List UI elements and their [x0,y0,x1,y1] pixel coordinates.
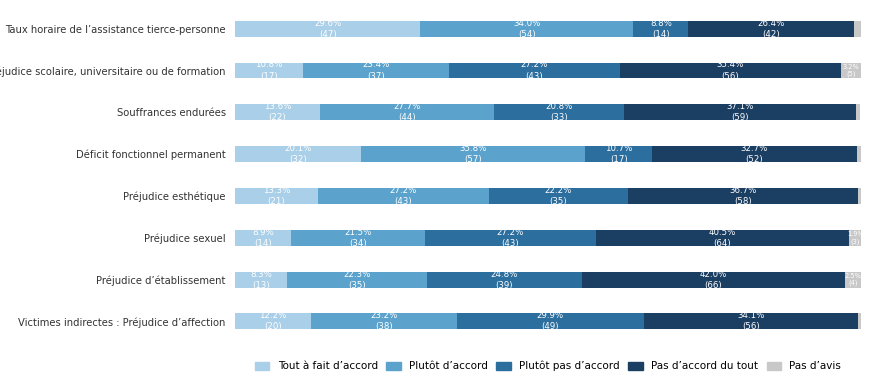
Bar [856,146,859,162]
Bar [857,314,860,329]
Text: 27.2%
(43): 27.2% (43) [520,60,547,81]
Bar [852,21,861,37]
Text: 23.2%
(38): 23.2% (38) [370,311,397,331]
Text: 37.1%
(59): 37.1% (59) [726,102,753,123]
Bar [687,21,852,37]
Bar [643,314,857,329]
Text: 20.8%
(33): 20.8% (33) [545,102,572,123]
Bar [844,272,859,287]
Bar [420,21,633,37]
Bar [857,188,860,204]
Text: 20.1%
(32): 20.1% (32) [284,144,311,164]
Text: 27.7%
(44): 27.7% (44) [393,102,420,123]
Text: 29.9%
(49): 29.9% (49) [536,311,563,331]
Text: 40.5%
(64): 40.5% (64) [708,228,735,248]
Bar [290,230,425,246]
Bar [488,188,627,204]
Text: 10.8%
(17): 10.8% (17) [255,60,282,81]
Text: 1.9%
(3): 1.9% (3) [846,231,863,245]
Text: 35.4%
(56): 35.4% (56) [716,60,743,81]
Bar [302,63,448,79]
Text: 22.3%
(35): 22.3% (35) [342,270,370,290]
Text: 36.7%
(58): 36.7% (58) [728,186,755,206]
Bar [456,314,643,329]
Bar [287,272,426,287]
Text: 10.7%
(17): 10.7% (17) [604,144,632,164]
Text: 24.8%
(39): 24.8% (39) [490,270,517,290]
Text: 8.9%
(14): 8.9% (14) [252,228,274,248]
Text: 27.2%
(43): 27.2% (43) [389,186,416,206]
Bar [633,21,687,37]
Bar [840,63,860,79]
Bar [235,314,311,329]
Text: 34.1%
(56): 34.1% (56) [736,311,764,331]
Text: 29.6%
(47): 29.6% (47) [314,19,341,39]
Text: 2.5%
(4): 2.5% (4) [844,273,860,286]
Text: 3.2%
(5): 3.2% (5) [842,64,859,77]
Bar [235,188,318,204]
Bar [318,188,488,204]
Text: 12.2%
(20): 12.2% (20) [259,311,287,331]
Bar [426,272,581,287]
Bar [623,104,855,120]
Text: 34.0%
(54): 34.0% (54) [513,19,540,39]
Text: 8.8%
(14): 8.8% (14) [649,19,671,39]
Text: 42.0%
(66): 42.0% (66) [699,270,726,290]
Text: 22.2%
(35): 22.2% (35) [544,186,571,206]
Bar [235,21,420,37]
Bar [425,230,595,246]
Text: 13.6%
(22): 13.6% (22) [263,102,291,123]
Bar [235,146,361,162]
Bar [448,63,619,79]
Bar [311,314,456,329]
Text: 32.7%
(52): 32.7% (52) [740,144,767,164]
Text: 23.4%
(37): 23.4% (37) [362,60,389,81]
Bar [595,230,848,246]
Bar [855,104,859,120]
Legend: Tout à fait d’accord, Plutôt d’accord, Plutôt pas d’accord, Pas d’accord du tout: Tout à fait d’accord, Plutôt d’accord, P… [255,361,840,371]
Bar [652,146,856,162]
Bar [235,272,287,287]
Bar [235,63,302,79]
Text: 8.3%
(13): 8.3% (13) [249,270,271,290]
Bar [235,104,320,120]
Bar [848,230,860,246]
Text: 27.2%
(43): 27.2% (43) [496,228,524,248]
Text: 21.5%
(34): 21.5% (34) [344,228,371,248]
Bar [320,104,493,120]
Text: 13.3%
(21): 13.3% (21) [262,186,290,206]
Bar [619,63,840,79]
Bar [361,146,584,162]
Text: 26.4%
(42): 26.4% (42) [757,19,784,39]
Bar [581,272,844,287]
Text: 35.8%
(57): 35.8% (57) [459,144,486,164]
Bar [235,230,290,246]
Bar [584,146,652,162]
Bar [493,104,623,120]
Bar [627,188,857,204]
